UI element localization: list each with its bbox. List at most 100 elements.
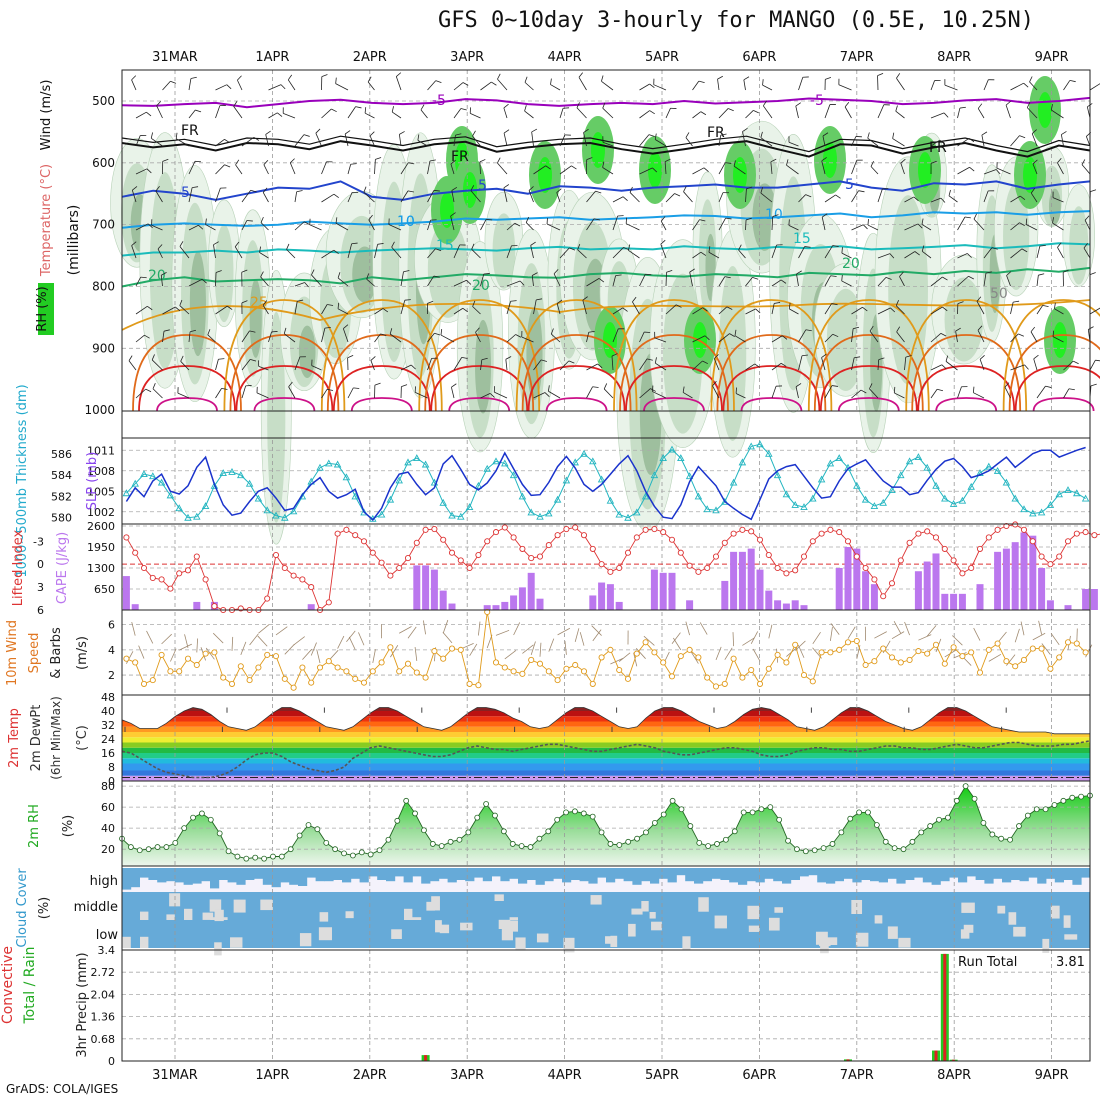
- cloud-gap: [605, 936, 612, 944]
- temperature-band: [122, 776, 1090, 781]
- cloud-gap: [820, 941, 829, 953]
- cloud-cell: [668, 868, 677, 882]
- cloud-cell: [764, 892, 773, 920]
- cloud-cell: [1028, 868, 1037, 878]
- temp-tick-label: 32: [101, 719, 115, 732]
- cloud-cell: [474, 892, 483, 920]
- wind-tick-label: 6: [108, 619, 115, 632]
- li-marker: [669, 537, 674, 542]
- li-marker: [353, 533, 358, 538]
- cloud-cell: [923, 920, 932, 948]
- top-date-label: 6APR: [742, 50, 776, 65]
- isotherm-label: 15: [436, 238, 454, 254]
- wind-speed-marker: [977, 670, 982, 675]
- rh-marker: [1079, 794, 1084, 799]
- wind-speed-marker: [757, 681, 762, 686]
- cloud-cell: [1055, 868, 1064, 882]
- rh-marker: [226, 849, 231, 854]
- wind-speed-marker: [837, 647, 842, 652]
- rh-marker: [217, 831, 222, 836]
- cape-bar: [933, 553, 940, 610]
- surface-wind-barb: [317, 649, 320, 663]
- cape-bar: [836, 568, 843, 610]
- li-marker: [458, 558, 463, 563]
- li-marker: [423, 527, 428, 532]
- cape-axis-label: CAPE (J/kg): [55, 532, 70, 604]
- li-marker: [784, 571, 789, 576]
- rh-marker: [892, 846, 897, 851]
- cloud-cell: [289, 868, 298, 885]
- li-tick-label: 3: [37, 581, 44, 594]
- li-marker: [555, 533, 560, 538]
- cloud-cell: [1037, 868, 1046, 884]
- wind-speed-marker: [1083, 650, 1088, 655]
- cloud-gap: [320, 912, 329, 921]
- cloud-gap: [591, 895, 602, 904]
- bottom-date-label: 2APR: [353, 1068, 387, 1083]
- wind-speed-marker: [951, 645, 956, 650]
- rh-marker: [617, 842, 622, 847]
- surface-wind-barb: [443, 632, 452, 643]
- rh-shade: [719, 266, 746, 441]
- cloud-cell: [632, 892, 641, 920]
- cloud-cell: [351, 920, 360, 948]
- cape-bar: [589, 595, 596, 610]
- isotherm-label: 5: [181, 185, 190, 201]
- cloud-cell: [1028, 920, 1037, 948]
- cloud-cell: [932, 920, 941, 948]
- cloud-cell: [131, 920, 140, 948]
- rh-marker: [501, 829, 506, 834]
- cloud-cell: [342, 868, 351, 882]
- rh-tick-label: 80: [101, 780, 115, 793]
- li-marker: [511, 535, 516, 540]
- credit-text: GrADS: COLA/IGES: [6, 1082, 118, 1096]
- chart-title: GFS 0~10day 3-hourly for MANGO (0.5E, 10…: [438, 8, 1034, 33]
- li-marker: [793, 568, 798, 573]
- cloud-cell: [685, 892, 694, 920]
- cloud-cell: [888, 868, 897, 879]
- li-marker: [863, 565, 868, 570]
- cloud-cell: [412, 892, 421, 917]
- cloud-cell: [456, 892, 465, 920]
- cape-bar: [308, 604, 315, 610]
- cloud-gap: [495, 894, 504, 901]
- cloud-gap: [300, 933, 311, 946]
- wind-speed-marker: [643, 640, 648, 645]
- cloud-cell: [360, 920, 369, 948]
- cape-bar: [845, 547, 852, 610]
- li-marker: [537, 554, 542, 559]
- cloud-gap: [1064, 934, 1077, 939]
- rh-marker: [661, 812, 666, 817]
- rh-marker: [377, 848, 382, 853]
- li-marker: [828, 527, 833, 532]
- surface-wind-barb: [1039, 621, 1042, 635]
- rh-marker: [555, 817, 560, 822]
- cape-bar: [598, 583, 605, 610]
- surface-wind-barb: [894, 621, 901, 633]
- cloud-cell: [747, 868, 756, 881]
- cloud-cell: [527, 920, 536, 948]
- rh-marker: [910, 839, 915, 844]
- rh-marker: [723, 837, 728, 842]
- surface-wind-barb: [358, 632, 364, 645]
- rh-marker: [128, 845, 133, 850]
- li-marker: [581, 533, 586, 538]
- wind-speed-marker: [1013, 664, 1018, 669]
- cape-bar: [686, 600, 693, 610]
- surface-wind-barb: [769, 625, 772, 639]
- wind-speed-marker: [793, 642, 798, 647]
- li-marker: [379, 560, 384, 565]
- wind-speed-marker: [573, 662, 578, 667]
- wind-speed-marker: [986, 647, 991, 652]
- surface-wind-barb: [927, 625, 936, 636]
- cloud-cell: [184, 892, 193, 909]
- cloud-cell: [500, 868, 509, 881]
- surface-wind-barb: [302, 649, 311, 659]
- cloud-cell: [923, 892, 932, 920]
- cloud-cell: [932, 892, 941, 920]
- rh-shade-high: [1038, 92, 1052, 128]
- cloud-cell: [228, 868, 237, 882]
- cloud-cell: [791, 892, 800, 920]
